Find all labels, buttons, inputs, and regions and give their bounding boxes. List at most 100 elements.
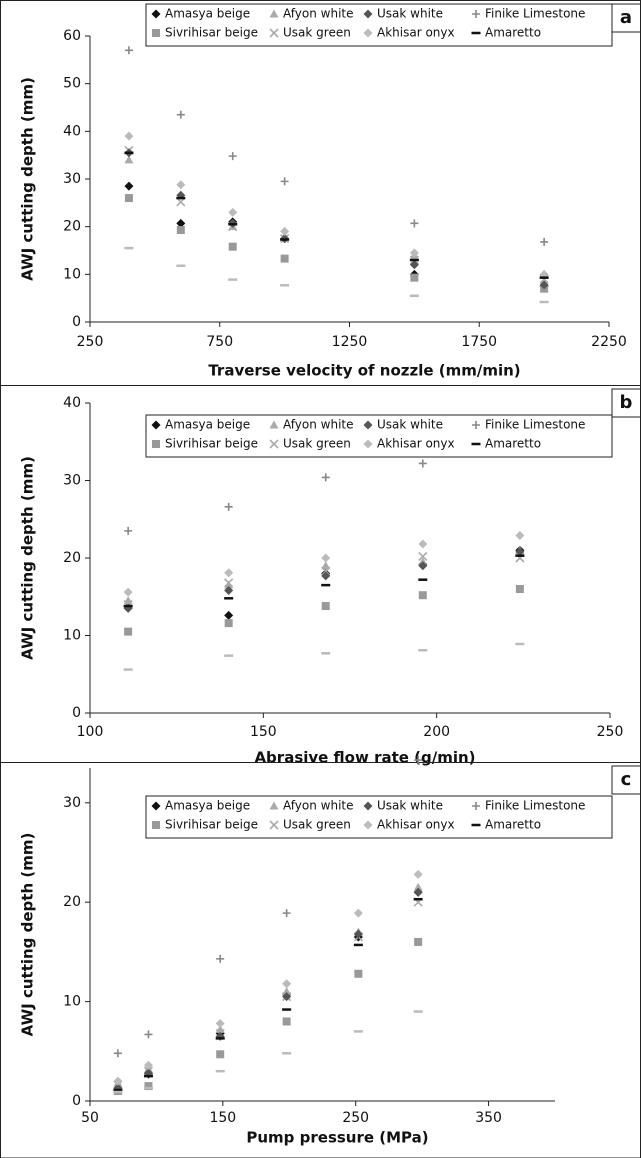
data-point <box>216 1050 225 1059</box>
legend-marker <box>269 801 279 810</box>
legend-label: Amaretto <box>485 818 541 832</box>
data-point <box>124 155 134 164</box>
data-point <box>280 226 290 236</box>
x-tick-label: 250 <box>77 334 104 350</box>
legend-label: Akhisar onyx <box>377 26 455 40</box>
legend-label: Sivrihisar beige <box>165 437 258 451</box>
panel-label: a <box>620 7 632 28</box>
data-point <box>409 260 419 270</box>
y-tick-label: 0 <box>72 314 81 330</box>
x-tick-label: 250 <box>597 724 624 740</box>
data-point <box>413 869 423 879</box>
data-point <box>515 547 525 557</box>
legend-box <box>145 795 613 839</box>
data-point <box>418 591 427 600</box>
data-point <box>539 280 549 290</box>
y-tick-label: 30 <box>63 473 81 489</box>
data-point <box>321 571 331 581</box>
data-point <box>280 254 289 263</box>
x-axis-title: Pump pressure (MPa) <box>246 1129 428 1147</box>
data-point <box>176 226 185 235</box>
data-point <box>113 1049 122 1058</box>
legend-marker <box>472 802 480 810</box>
legend-marker <box>269 28 279 38</box>
y-tick-label: 20 <box>63 550 81 566</box>
legend-marker <box>363 820 373 830</box>
data-point <box>176 110 185 119</box>
data-point <box>515 531 525 541</box>
data-point <box>123 596 133 605</box>
data-point <box>414 937 423 946</box>
data-point <box>418 539 428 549</box>
legend-label: Usak green <box>283 26 351 40</box>
x-tick-label: 750 <box>206 334 233 350</box>
data-point <box>124 181 134 191</box>
data-point <box>282 909 291 918</box>
legend-label: Finike Limestone <box>485 418 585 432</box>
data-point <box>123 587 133 597</box>
data-point <box>418 459 427 468</box>
data-point <box>224 502 233 511</box>
legend-box <box>145 414 613 458</box>
y-tick-label: 10 <box>63 994 81 1010</box>
data-point <box>124 131 134 141</box>
legend-label: Amasya beige <box>165 799 250 813</box>
legend-label: Afyon white <box>283 799 354 813</box>
data-point <box>144 1030 153 1039</box>
y-tick-label: 40 <box>63 123 81 139</box>
legend-box <box>145 3 613 47</box>
data-point <box>414 756 423 765</box>
data-point <box>418 561 428 571</box>
y-tick-label: 10 <box>63 628 81 644</box>
data-point <box>413 882 423 891</box>
legend-marker <box>151 420 161 430</box>
data-point <box>280 177 289 186</box>
legend-label: Amasya beige <box>165 7 250 21</box>
data-point <box>321 473 330 482</box>
x-tick-label: 350 <box>475 1110 502 1126</box>
legend-marker <box>363 28 373 38</box>
legend-label: Usak green <box>283 818 351 832</box>
x-tick-label: 150 <box>250 724 277 740</box>
legend-label: Afyon white <box>283 418 354 432</box>
panel-label-box <box>611 765 641 795</box>
x-tick-label: 1250 <box>332 334 368 350</box>
legend-label: Amasya beige <box>165 418 250 432</box>
legend-marker <box>269 439 279 449</box>
legend-label: Amaretto <box>485 437 541 451</box>
data-point <box>224 619 233 628</box>
y-tick-label: 50 <box>63 76 81 92</box>
data-point <box>228 242 237 251</box>
data-point <box>124 627 133 636</box>
legend-marker <box>363 439 373 449</box>
legend-marker <box>363 420 373 430</box>
data-point <box>418 551 428 562</box>
y-tick-label: 40 <box>63 395 81 411</box>
legend-marker <box>152 821 160 829</box>
x-tick-label: 250 <box>342 1110 369 1126</box>
data-point <box>409 248 419 258</box>
legend-label: Usak white <box>377 418 443 432</box>
data-point <box>176 180 186 190</box>
x-axis-title: Traverse velocity of nozzle (mm/min) <box>208 362 520 380</box>
legend-marker <box>269 420 279 429</box>
data-point <box>540 237 549 246</box>
legend-marker <box>152 29 160 37</box>
y-axis-title: AWJ cutting depth (mm) <box>19 456 37 660</box>
data-point <box>282 979 292 989</box>
data-point <box>224 580 234 589</box>
data-point <box>410 219 419 228</box>
panel-label-box <box>611 3 641 33</box>
x-tick-label: 100 <box>77 724 104 740</box>
x-tick-label: 50 <box>81 1110 99 1126</box>
legend-label: Finike Limestone <box>485 799 585 813</box>
data-point <box>353 908 363 918</box>
y-tick-label: 20 <box>63 219 81 235</box>
legend-label: Sivrihisar beige <box>165 26 258 40</box>
legend-marker <box>151 9 161 19</box>
data-point <box>143 1060 153 1070</box>
legend-label: Sivrihisar beige <box>165 818 258 832</box>
x-tick-label: 1750 <box>461 334 497 350</box>
legend-marker <box>152 440 160 448</box>
